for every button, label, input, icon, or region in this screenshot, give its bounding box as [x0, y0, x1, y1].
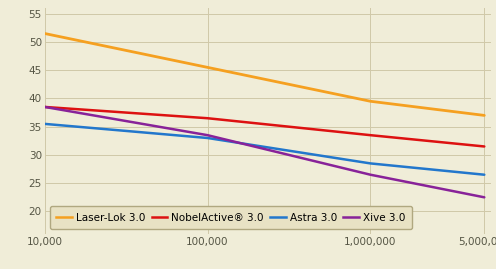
- Legend: Laser-Lok 3.0, NobelActive® 3.0, Astra 3.0, Xive 3.0: Laser-Lok 3.0, NobelActive® 3.0, Astra 3…: [50, 206, 412, 229]
